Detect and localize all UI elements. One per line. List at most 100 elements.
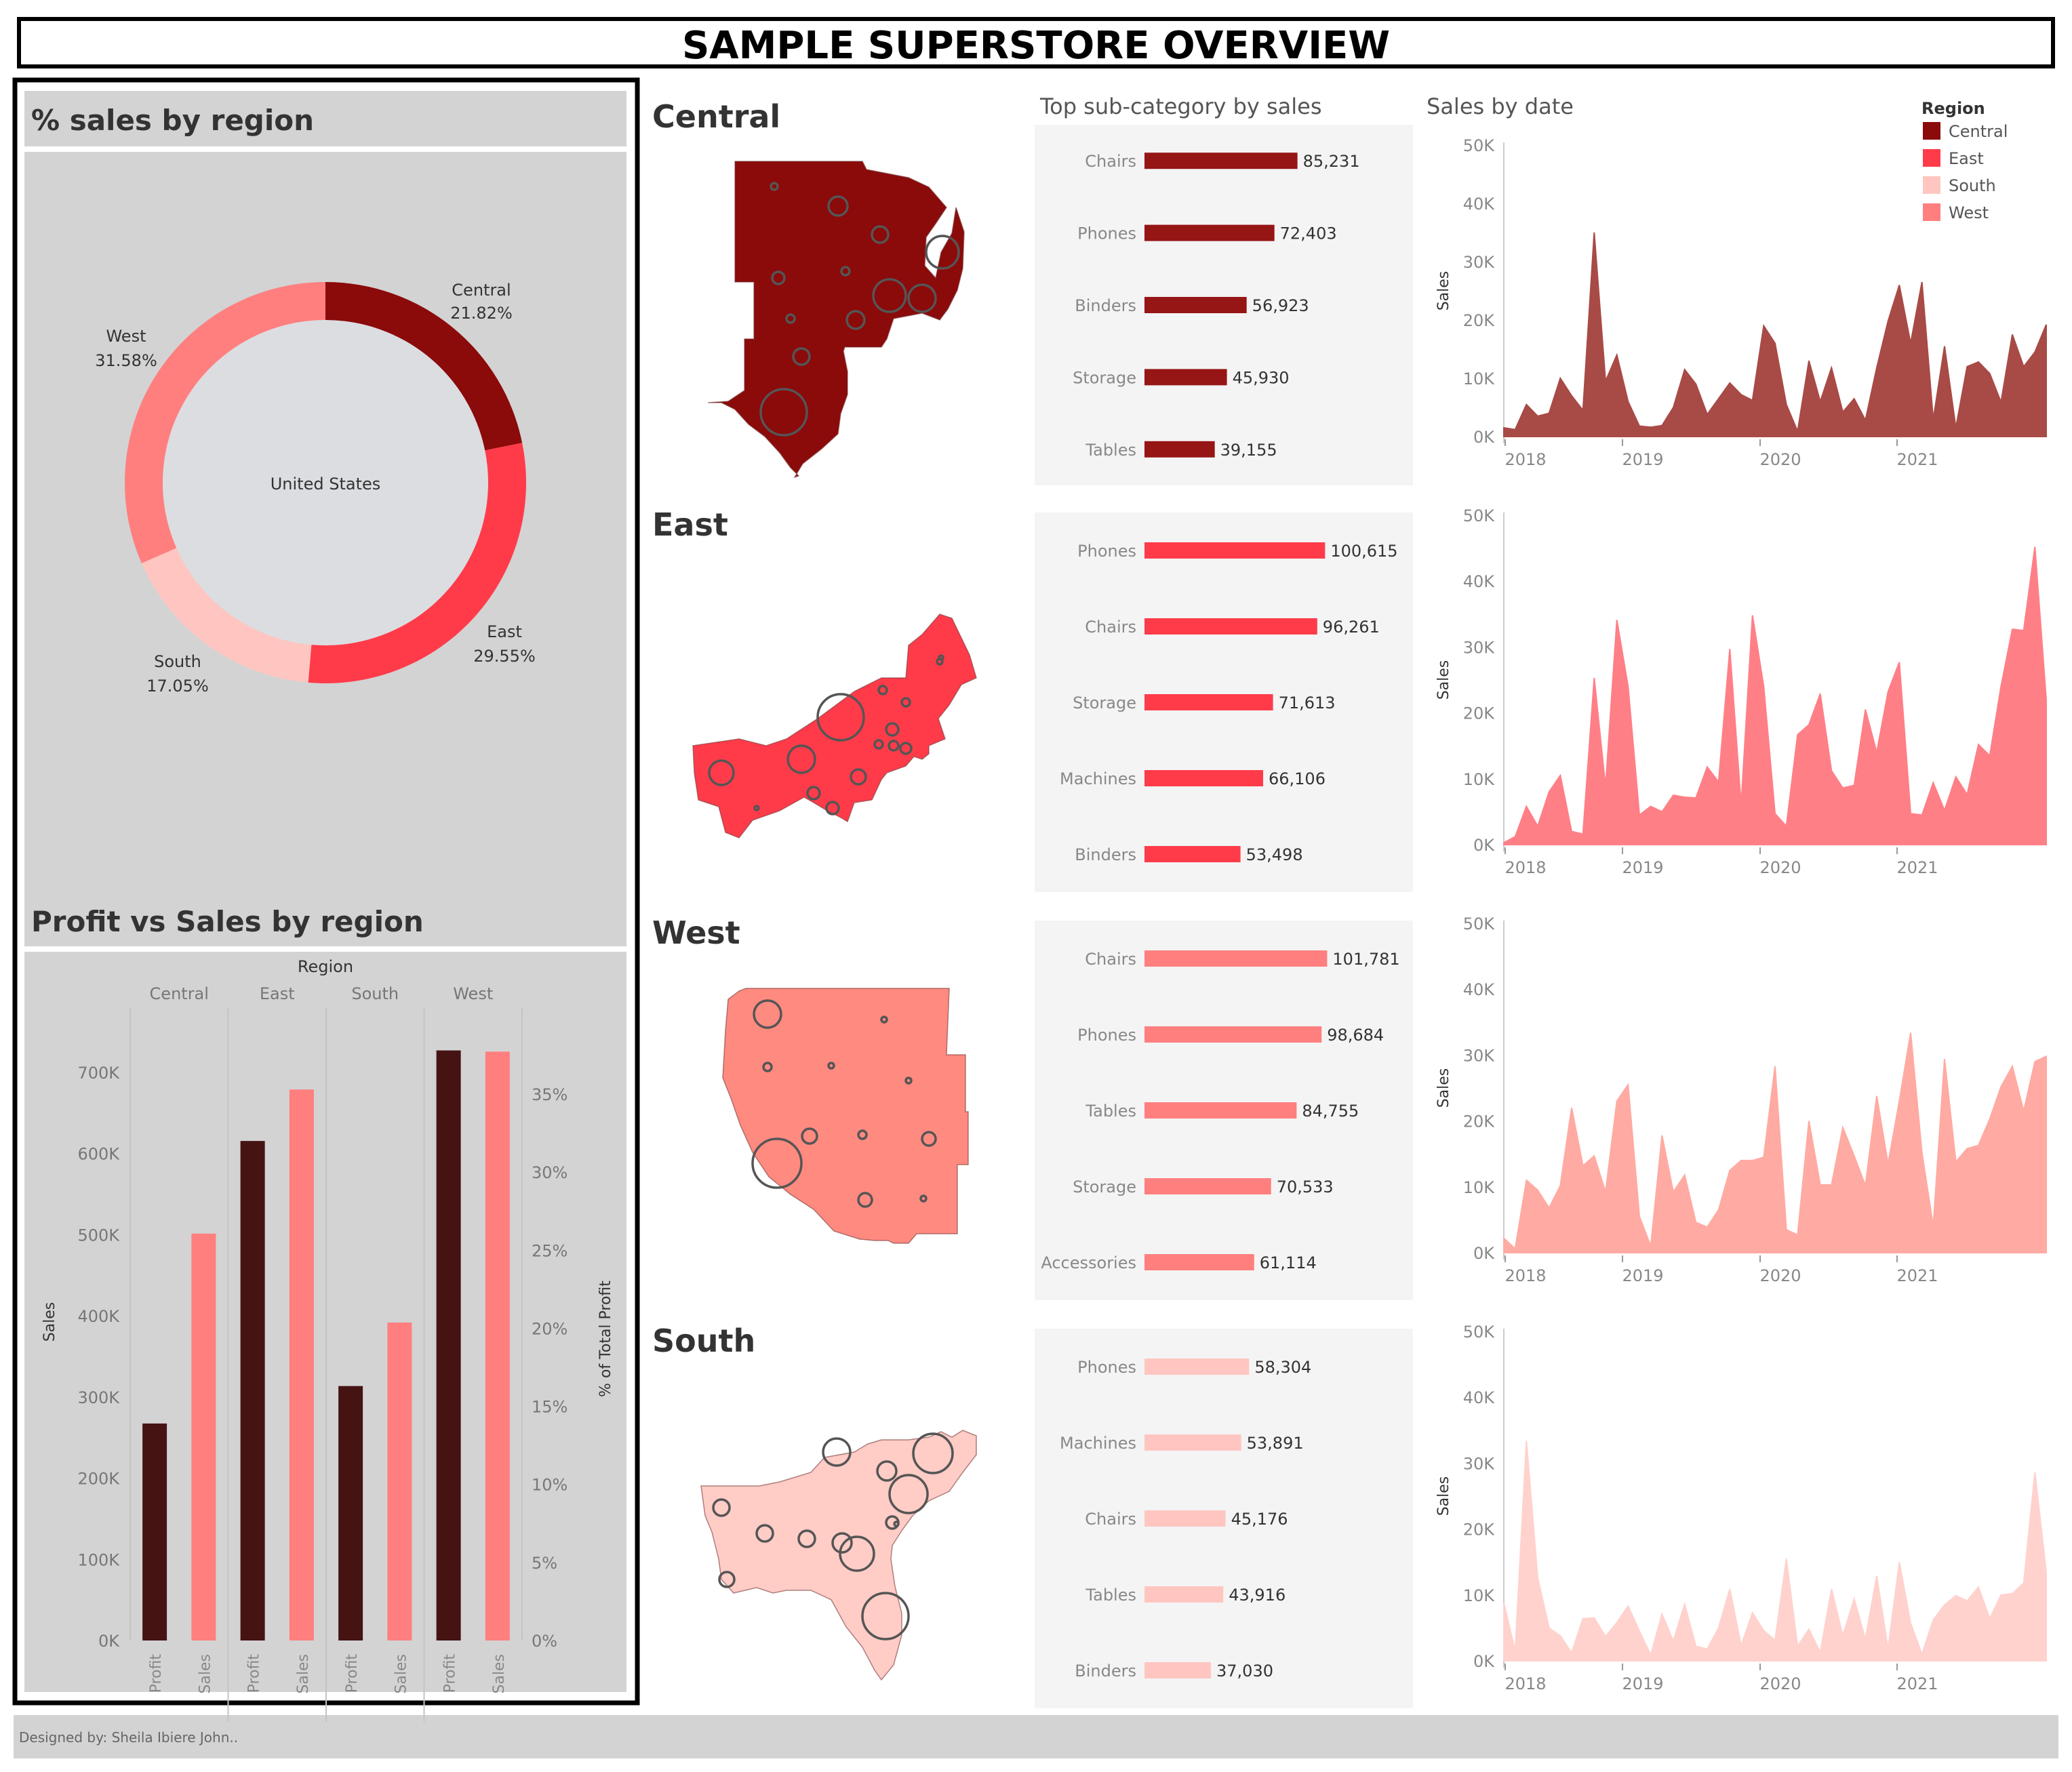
region-map-central — [707, 161, 965, 479]
legend-swatch-south — [1923, 176, 1940, 194]
map-sales-circle — [900, 697, 911, 708]
legend-label-west: West — [1949, 203, 1989, 222]
region-map-east — [692, 613, 977, 839]
sub-category-bar — [1144, 618, 1317, 635]
area-y-tick: 0K — [1473, 428, 1495, 447]
map-sales-circle — [822, 1437, 852, 1467]
footer-credit: Designed by: Sheila Ibiere John.. — [19, 1729, 238, 1746]
profit-axis-tick: 0% — [532, 1632, 557, 1651]
sales-axis-tick: 0K — [98, 1632, 120, 1651]
profit-axis-tick: 10% — [532, 1476, 567, 1495]
sales-axis-tick: 200K — [77, 1470, 120, 1489]
map-sales-circle — [912, 1432, 954, 1474]
sub-category-label: Tables — [1085, 441, 1136, 460]
profit-bar-south — [338, 1386, 363, 1640]
map-sales-circle — [792, 347, 811, 366]
area-x-tick: 2020 — [1759, 858, 1801, 877]
map-sales-circle — [712, 1498, 731, 1517]
sub-category-value: 37,030 — [1216, 1662, 1273, 1680]
map-sales-circle — [857, 1129, 868, 1140]
map-sales-circle — [786, 744, 816, 774]
sales-axis-tick: 300K — [77, 1388, 120, 1407]
sales-bar-central — [191, 1233, 216, 1640]
sales-area-central — [1503, 232, 2047, 437]
sub-category-label: Storage — [1073, 368, 1136, 387]
sub-category-label: Machines — [1060, 769, 1136, 788]
map-sales-circle — [880, 1015, 888, 1024]
area-y-tick: 50K — [1463, 136, 1496, 155]
area-x-tick: 2018 — [1505, 450, 1546, 469]
sub-category-value: 56,923 — [1252, 296, 1309, 315]
sales-area-south — [1503, 1441, 2047, 1662]
area-y-tick: 10K — [1463, 770, 1496, 789]
sub-category-label: Tables — [1085, 1586, 1136, 1605]
region-title-central: Central — [652, 98, 780, 135]
sales-axis-tick: 100K — [77, 1550, 120, 1569]
map-sales-circle — [888, 740, 900, 752]
map-sales-circle — [827, 1062, 835, 1070]
sales-axis-tick: 500K — [77, 1226, 120, 1245]
sub-category-label: Chairs — [1085, 618, 1136, 637]
sales-axis-label: Sales — [41, 1302, 58, 1342]
map-sales-circle — [755, 1524, 774, 1543]
map-sales-circle — [938, 654, 944, 661]
donut-pct-south: 17.05% — [146, 677, 209, 696]
sub-category-value: 70,533 — [1277, 1177, 1334, 1196]
map-sales-circle — [816, 693, 865, 742]
map-sales-circle — [806, 786, 821, 801]
sub-category-value: 53,498 — [1246, 845, 1303, 864]
area-y-tick: 20K — [1463, 704, 1496, 723]
sub-category-value: 45,176 — [1231, 1510, 1288, 1529]
area-x-tick: 2021 — [1896, 1266, 1938, 1285]
map-sales-circle — [877, 685, 888, 696]
profit-axis-tick: 5% — [532, 1554, 557, 1573]
legend-swatch-east — [1923, 149, 1940, 167]
map-sales-circle — [797, 1529, 816, 1548]
sub-category-label: Chairs — [1085, 1510, 1136, 1529]
area-y-tick: 0K — [1473, 1652, 1495, 1671]
sub-category-label: Chairs — [1085, 152, 1136, 171]
sub-category-bar — [1144, 1358, 1250, 1375]
area-x-tick: 2021 — [1896, 858, 1938, 877]
map-sales-circle — [921, 1131, 937, 1147]
area-y-tick: 20K — [1463, 1112, 1496, 1131]
sub-category-bar — [1144, 297, 1247, 313]
sub-category-bar — [1144, 1102, 1297, 1119]
sales-by-date-title: Sales by date — [1427, 94, 1574, 119]
map-sales-circle — [907, 283, 937, 313]
area-x-tick: 2018 — [1505, 1674, 1546, 1693]
measure-label-sales: Sales — [491, 1654, 508, 1694]
area-y-tick: 30K — [1463, 638, 1496, 657]
sub-category-label: Storage — [1073, 1177, 1136, 1196]
sub-category-value: 85,231 — [1303, 152, 1360, 171]
sub-category-label: Binders — [1075, 1662, 1136, 1680]
area-y-label: Sales — [1435, 271, 1452, 311]
profit-bar-east — [240, 1141, 265, 1640]
region-title-east: East — [652, 506, 728, 543]
sub-category-bar — [1144, 1026, 1322, 1043]
profit-axis-tick: 35% — [532, 1085, 567, 1104]
area-x-tick: 2019 — [1622, 1674, 1663, 1693]
map-sales-circle — [872, 278, 907, 313]
donut-pct-central: 21.82% — [450, 304, 513, 323]
area-y-tick: 30K — [1463, 1046, 1496, 1065]
area-y-tick: 20K — [1463, 1521, 1496, 1539]
area-x-tick: 2019 — [1622, 450, 1663, 469]
area-y-tick: 40K — [1463, 980, 1496, 999]
region-title-west: West — [652, 914, 740, 951]
area-y-tick: 50K — [1463, 1323, 1496, 1342]
sub-category-bar — [1144, 1586, 1224, 1603]
area-y-tick: 0K — [1473, 1244, 1495, 1263]
sub-category-title: Top sub-category by sales — [1039, 94, 1322, 119]
area-y-tick: 40K — [1463, 195, 1496, 214]
donut-title: % sales by region — [31, 104, 314, 137]
legend-swatch-west — [1923, 203, 1940, 221]
map-sales-circle — [919, 1194, 928, 1203]
profit-axis-tick: 30% — [532, 1163, 567, 1182]
donut-title-bar — [24, 91, 626, 146]
sales-bar-south — [387, 1322, 412, 1640]
sales-axis-tick: 700K — [77, 1064, 120, 1083]
region-map-west — [722, 988, 969, 1244]
area-y-tick: 20K — [1463, 311, 1496, 330]
profit-bar-central — [142, 1423, 167, 1640]
